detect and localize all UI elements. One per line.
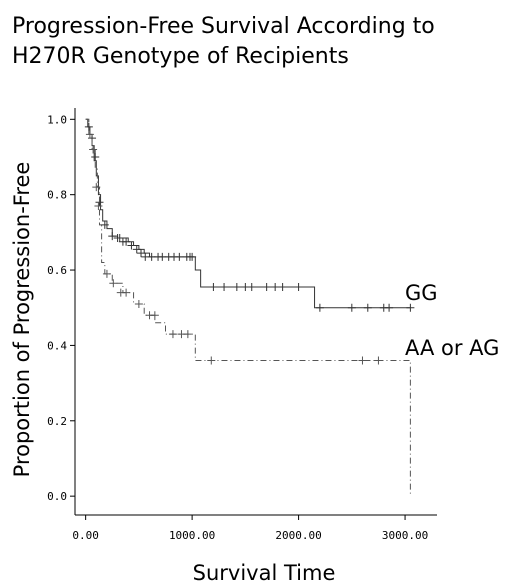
x-tick-label: 2000.00 xyxy=(275,529,321,542)
axes xyxy=(74,108,437,516)
censor-mark xyxy=(94,201,103,210)
censor-mark xyxy=(363,303,372,312)
x-tick-label: 0.00 xyxy=(72,529,99,542)
x-ticks: 0.00 1000.00 2000.00 3000.00 xyxy=(72,515,428,542)
censor-mark xyxy=(209,283,218,292)
censor-mark xyxy=(247,283,256,292)
y-tick-label: 0.0 xyxy=(47,490,67,503)
censor-mark xyxy=(175,252,184,261)
censor-mark xyxy=(115,234,124,243)
censor-mark xyxy=(347,303,356,312)
y-tick-label: 0.4 xyxy=(47,339,67,352)
y-axis-title: Proportion of Progression-Free xyxy=(10,162,34,478)
censor-mark xyxy=(150,311,159,320)
censor-mark xyxy=(315,303,324,312)
censor-mark xyxy=(220,283,229,292)
x-tick-label: 1000.00 xyxy=(169,529,215,542)
series-label-aa-ag: AA or AG xyxy=(405,336,499,360)
censor-mark xyxy=(134,299,143,308)
series-label-gg: GG xyxy=(405,281,438,305)
censor-mark xyxy=(232,283,241,292)
censor-mark xyxy=(385,303,394,312)
censor-mark xyxy=(85,130,94,139)
censor-mark xyxy=(122,237,131,246)
censor-mark xyxy=(122,288,131,297)
x-tick-label: 3000.00 xyxy=(382,529,428,542)
y-tick-label: 0.2 xyxy=(47,415,67,428)
censor-mark xyxy=(168,330,177,339)
censor-mark xyxy=(262,283,271,292)
censor-mark xyxy=(358,356,367,365)
censor-mark xyxy=(132,245,141,254)
y-tick-label: 0.8 xyxy=(47,189,67,202)
series-layer xyxy=(84,118,415,497)
censor-mark xyxy=(102,269,111,278)
chart-title-line-2: H270R Genotype of Recipients xyxy=(12,44,349,69)
y-ticks: 0.0 0.2 0.4 0.6 0.8 1.0 xyxy=(47,113,75,503)
censor-mark xyxy=(137,249,146,258)
censor-mark xyxy=(108,232,117,241)
censor-mark xyxy=(109,279,118,288)
censor-mark xyxy=(207,356,216,365)
chart-title-line-1: Progression-Free Survival According to xyxy=(12,14,435,39)
y-tick-label: 1.0 xyxy=(47,113,67,126)
censor-mark xyxy=(406,303,415,312)
censor-mark xyxy=(89,145,98,154)
censor-mark xyxy=(271,283,280,292)
series-line-gg xyxy=(85,118,411,309)
censor-mark xyxy=(188,252,197,261)
censor-mark xyxy=(183,330,192,339)
censor-mark xyxy=(278,283,287,292)
censor-mark xyxy=(92,183,101,192)
censor-mark xyxy=(374,356,383,365)
censor-mark xyxy=(294,283,303,292)
y-tick-label: 0.6 xyxy=(47,264,67,277)
x-axis-title: Survival Time xyxy=(193,561,336,585)
censor-mark xyxy=(127,241,136,250)
censor-mark xyxy=(100,220,109,229)
